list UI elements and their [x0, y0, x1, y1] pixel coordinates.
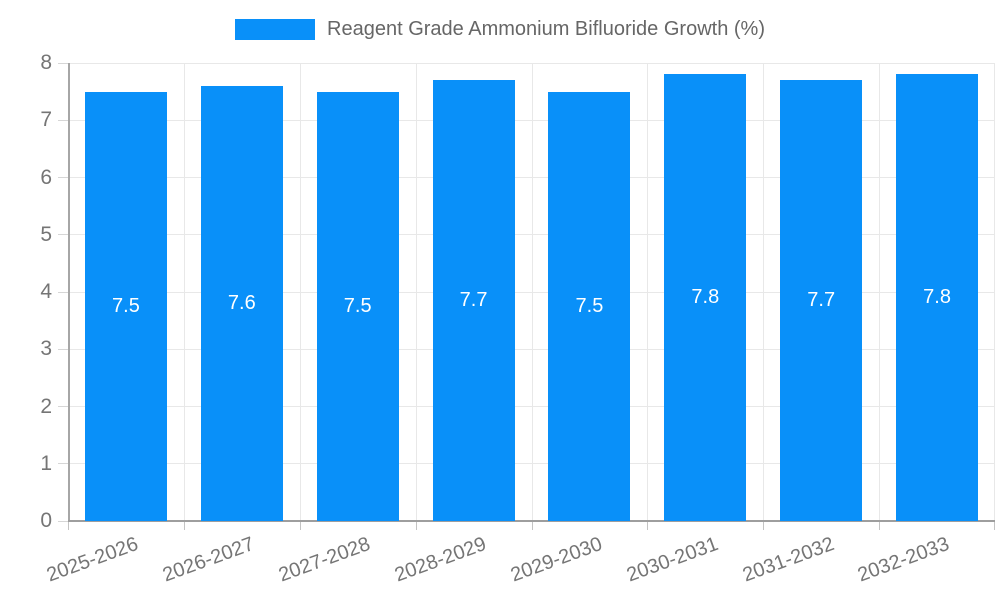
x-axis-tick	[994, 521, 995, 530]
gridline-vertical	[879, 63, 881, 521]
bar-value-label: 7.5	[112, 294, 140, 317]
y-axis-tick	[58, 406, 68, 407]
x-axis-tick	[183, 521, 185, 530]
y-axis-tick-label: 3	[40, 337, 52, 361]
x-axis-category-label: 2032-2033	[855, 533, 953, 587]
x-axis-category-label: 2028-2029	[391, 533, 490, 587]
x-axis-category-label: 2030-2031	[623, 533, 721, 587]
bar-2031-2032[interactable]: 7.7	[780, 80, 863, 521]
x-axis-line	[68, 520, 995, 522]
y-axis-tick	[58, 463, 68, 465]
gridline-vertical	[415, 63, 417, 521]
legend-swatch	[235, 19, 316, 40]
legend-label: Reagent Grade Ammonium Bifluoride Growth…	[327, 18, 765, 40]
legend[interactable]: Reagent Grade Ammonium Bifluoride Growth…	[0, 18, 1000, 41]
y-axis-tick	[58, 119, 68, 121]
bar-value-label: 7.7	[807, 289, 836, 312]
y-axis-tick-label: 6	[40, 165, 52, 189]
x-axis-tick	[415, 521, 417, 530]
y-axis-tick-label: 0	[40, 509, 52, 532]
y-axis-tick	[58, 62, 68, 64]
x-axis-category-label: 2029-2030	[507, 533, 605, 587]
bar-2027-2028[interactable]: 7.5	[316, 91, 399, 521]
y-axis-tick	[58, 177, 68, 178]
y-axis-tick-label: 4	[40, 280, 52, 303]
bar-value-label: 7.8	[923, 286, 951, 309]
y-axis-tick	[58, 520, 68, 522]
bar-2028-2029[interactable]: 7.7	[432, 80, 515, 521]
bar-value-label: 7.6	[227, 291, 256, 314]
gridline-vertical	[994, 63, 995, 521]
bar-value-label: 7.7	[459, 289, 488, 312]
bar-2030-2031[interactable]: 7.8	[664, 74, 747, 521]
x-axis-tick	[68, 521, 69, 530]
x-axis-tick	[299, 521, 301, 530]
bar-2025-2026[interactable]: 7.5	[84, 91, 167, 521]
x-axis-tick	[763, 521, 765, 530]
x-axis-tick	[879, 521, 881, 530]
y-axis-tick-label: 8	[40, 51, 52, 74]
bar-2026-2027[interactable]: 7.6	[200, 85, 283, 521]
bar-value-label: 7.5	[343, 294, 372, 317]
plot-area: 0 1 2 3 4 5 6 7 8 7.5 7.6 7.5 7.7 7.5 7.8 7.7 7.8 2025-20…	[40, 51, 995, 586]
y-axis-tick-label: 1	[40, 451, 52, 475]
x-axis-category-label: 2025-2026	[44, 533, 142, 587]
gridline-vertical	[531, 63, 533, 521]
bar-2029-2030[interactable]: 7.5	[548, 91, 631, 521]
y-axis-tick	[58, 234, 68, 236]
x-axis-category-label: 2026-2027	[159, 533, 258, 587]
gridline-vertical	[647, 63, 649, 521]
gridline-vertical	[299, 63, 301, 521]
bar-value-label: 7.5	[575, 294, 604, 317]
y-axis-line	[68, 63, 70, 521]
y-axis-tick	[58, 291, 68, 293]
bar-2032-2033[interactable]: 7.8	[896, 74, 979, 521]
x-axis-category-label: 2027-2028	[275, 533, 374, 587]
bar-value-label: 7.8	[691, 286, 720, 309]
x-axis-tick	[647, 521, 649, 530]
y-axis-tick-label: 5	[40, 222, 52, 246]
y-axis-tick	[58, 348, 68, 350]
y-axis-tick-label: 2	[40, 394, 52, 418]
gridline-vertical	[763, 63, 765, 521]
x-axis-category-label: 2031-2032	[739, 533, 837, 587]
gridline-vertical	[183, 63, 185, 521]
x-axis-tick	[531, 521, 533, 530]
y-axis-tick-label: 7	[40, 108, 52, 132]
